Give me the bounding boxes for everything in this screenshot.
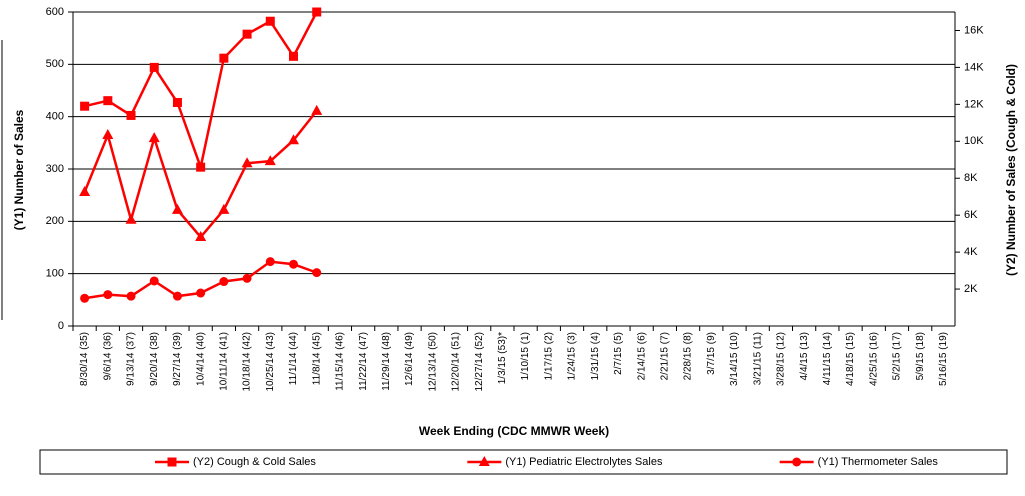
marker [172,291,182,301]
x-tick-label: 10/4/14 (40) [195,332,206,386]
x-tick-label: 10/18/14 (42) [242,332,253,392]
x-tick-label: 11/22/14 (47) [358,332,369,391]
x-tick-label: 9/20/14 (38) [149,332,160,386]
y-tick-label: 500 [46,58,64,70]
x-tick-label: 1/10/15 (1) [520,332,531,380]
x-tick-label: 4/18/15 (15) [845,332,856,386]
marker [288,134,299,145]
marker [289,259,298,269]
x-tick-label: 5/9/15 (18) [915,332,926,380]
marker [219,277,229,287]
x-tick-label: 2/14/15 (6) [636,332,647,380]
marker [196,162,206,172]
x-tick-label: 11/29/14 (48) [381,332,392,391]
x-tick-label: 2/21/15 (7) [660,332,671,380]
x-tick-label: 10/25/14 (43) [265,332,276,392]
x-tick-label: 1/3/15 (53)* [497,332,508,384]
legend-box [39,449,1008,475]
y-axis-title: (Y1) Number of Sales [12,109,26,230]
marker [792,457,802,467]
x-tick-label: 11/8/14 (45) [311,332,322,385]
y-tick-label: 0 [58,320,64,332]
y2-tick-label: 16K [964,24,984,36]
marker [149,276,159,286]
y-tick-label: 400 [46,111,64,123]
x-tick-label: 4/4/15 (13) [799,332,810,380]
marker [171,203,183,214]
x-tick-label: 8/30/14 (35) [79,332,90,386]
marker [103,290,113,300]
y2-tick-label: 10K [964,135,984,147]
marker [125,213,137,224]
y-tick-label: 100 [46,268,64,280]
marker [265,16,275,26]
x-tick-label: 1/31/15 (4) [590,332,601,380]
x-tick-label: 3/7/15 (9) [706,332,717,375]
marker [126,110,136,120]
marker [102,128,114,139]
marker [103,96,113,106]
marker [196,288,206,298]
marker [219,53,229,63]
x-tick-label: 11/1/14 (44) [288,332,299,385]
marker [264,155,276,166]
marker [80,293,90,303]
marker [126,291,136,301]
marker [312,7,322,17]
x-tick-label: 9/13/14 (37) [126,332,137,386]
x-tick-label: 12/20/14 (51) [451,332,462,392]
marker [478,456,490,466]
x-tick-label: 9/27/14 (39) [172,332,183,386]
marker [311,104,323,115]
x-tick-label: 4/11/15 (14) [822,332,833,385]
series-line [83,110,318,239]
x-tick-label: 1/24/15 (3) [567,332,578,380]
y2-tick-label: 6K [964,209,978,221]
x-tick-label: 4/25/15 (16) [868,332,879,386]
x-tick-label: 12/6/14 (49) [404,332,415,386]
x-tick-label: 1/17/15 (2) [543,332,554,380]
x-tick-label: 10/11/14 (41) [219,332,230,391]
marker [265,257,275,267]
x-tick-label: 3/14/15 (10) [729,332,740,386]
y2-tick-label: 12K [964,98,984,110]
marker [80,101,90,111]
y2-tick-label: 4K [964,246,978,258]
x-axis-title: Week Ending (CDC MMWR Week) [419,424,609,438]
series-line [84,11,318,172]
marker [148,132,160,143]
marker [218,203,230,214]
marker [241,157,253,168]
x-tick-label: 3/28/15 (12) [776,332,787,386]
x-tick-label: 2/7/15 (5) [613,332,624,375]
marker [242,273,252,283]
marker [149,62,159,72]
x-tick-label: 11/15/14 (46) [335,332,346,391]
legend-label: (Y1) Pediatric Electrolytes Sales [505,456,663,468]
x-tick-label: 9/6/14 (36) [102,332,113,380]
x-tick-label: 5/2/15 (17) [892,332,903,380]
x-tick-label: 12/13/14 (50) [427,332,438,392]
marker [79,186,91,197]
x-tick-label: 12/27/14 (52) [474,332,485,392]
marker [289,51,298,61]
legend-label: (Y1) Thermometer Sales [818,456,939,468]
legend-label: (Y2) Cough & Cold Sales [193,456,316,468]
marker [242,29,252,39]
marker [195,231,207,242]
y2-axis-title: (Y2) Number of Sales (Cough & Cold) [1004,64,1018,276]
x-tick-label: 5/16/15 (19) [938,332,949,386]
y-tick-label: 200 [46,215,64,227]
y2-tick-label: 14K [964,61,984,73]
y-tick-label: 300 [46,163,64,175]
y2-tick-label: 8K [964,172,978,184]
y-tick-label: 600 [46,6,64,18]
x-tick-label: 3/21/15 (11) [752,332,763,385]
marker [172,98,182,108]
y2-tick-label: 2K [964,283,978,295]
marker [312,268,322,278]
x-tick-label: 2/28/15 (8) [683,332,694,380]
marker [167,457,177,467]
